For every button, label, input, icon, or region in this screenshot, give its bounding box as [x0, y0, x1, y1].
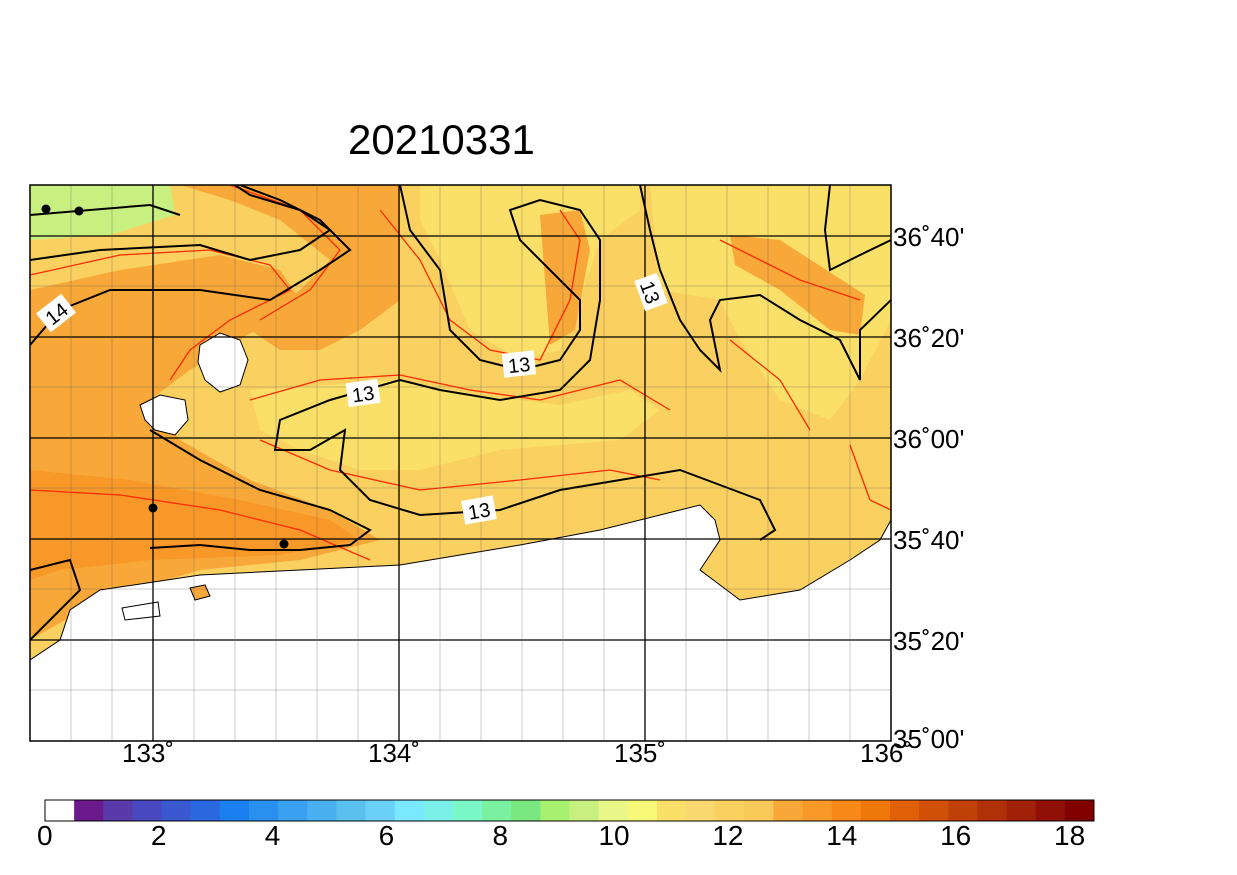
- warm-water-north: [180, 185, 400, 350]
- colorbar-tick-label: 14: [826, 820, 858, 851]
- lat-label: 35˚40': [893, 525, 965, 555]
- warm-tongue-north: [540, 210, 590, 345]
- station-dot: [148, 503, 158, 513]
- map-frame: [29, 184, 892, 742]
- colorbar-tick-label: 8: [492, 820, 509, 851]
- station-markers: [41, 204, 289, 549]
- colorbar-tick-label: 12: [712, 820, 744, 851]
- lon-label: 133˚: [122, 738, 175, 768]
- map-title: 20210331: [348, 116, 535, 163]
- warmest-water: [30, 470, 360, 580]
- svg-text:13: 13: [507, 354, 531, 378]
- colorbar-tick-label: 6: [378, 820, 395, 851]
- contour-label-13: 13: [461, 495, 497, 525]
- lon-label: 134˚: [368, 738, 421, 768]
- svg-text:13: 13: [351, 383, 376, 408]
- lat-label: 36˚00': [893, 424, 965, 454]
- lat-label: 35˚20': [893, 626, 965, 656]
- colorbar-tick-label: 2: [150, 820, 167, 851]
- oki-dozen: [139, 394, 189, 436]
- station-dot: [74, 206, 84, 216]
- fine-grid: [30, 185, 891, 741]
- land-honshu: [30, 504, 891, 741]
- station-dot: [41, 204, 51, 214]
- colorbar-tick-label: 18: [1054, 820, 1086, 851]
- station-dot: [279, 539, 289, 549]
- colorbar-tick-label: 16: [940, 820, 972, 851]
- lon-label: 136˚: [860, 738, 913, 768]
- lat-label: 36˚20': [893, 323, 965, 353]
- svg-text:13: 13: [466, 499, 492, 525]
- colorbar-tick-label: 0: [37, 820, 53, 851]
- cold-water-nw: [30, 185, 175, 240]
- lon-label: 135˚: [614, 738, 667, 768]
- lat-label: 35˚00': [893, 724, 965, 754]
- cool-water-north: [420, 185, 640, 360]
- colorbar-tick-label: 4: [264, 820, 281, 851]
- contour-label-13: 13: [501, 350, 537, 378]
- oki-islands: [197, 332, 249, 393]
- contour-label-13: 13: [345, 378, 381, 408]
- black-isotherms: [30, 185, 891, 641]
- small-island: [121, 601, 161, 621]
- lat-label: 36˚40': [893, 222, 965, 252]
- warm-tongue-east: [730, 235, 865, 335]
- colorbar-tick-label: 10: [598, 820, 630, 851]
